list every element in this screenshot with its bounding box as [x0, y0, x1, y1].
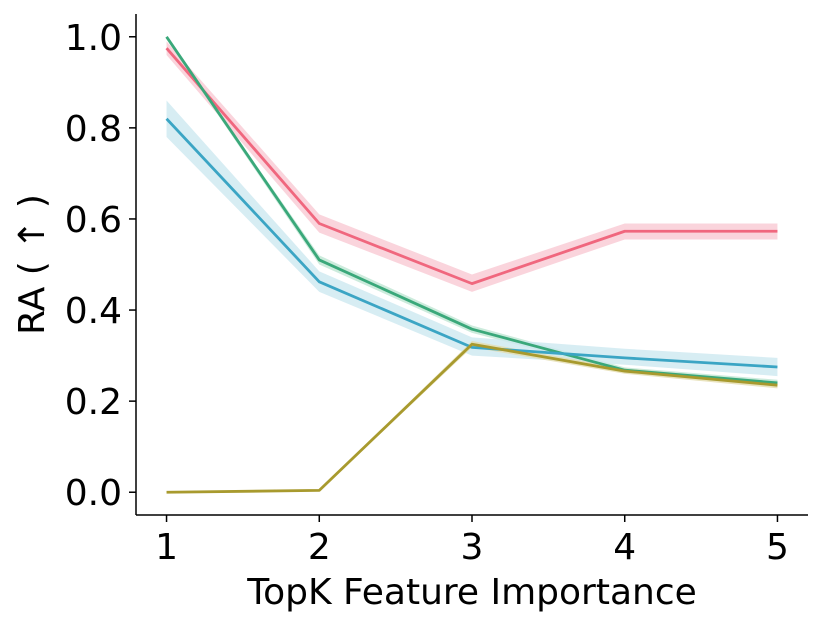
x-axis-label: TopK Feature Importance: [246, 572, 697, 613]
x-axis-ticks: 1 2 3 4 5: [155, 515, 789, 568]
x-tick-label: 4: [613, 527, 636, 568]
series-1-band: [166, 41, 778, 292]
y-tick-label: 0.8: [65, 109, 122, 150]
series-4-line: [166, 342, 778, 494]
y-axis-ticks: 0.0 0.2 0.4 0.6 0.8 1.0: [65, 18, 136, 514]
x-tick-label: 5: [766, 527, 789, 568]
x-tick-label: 1: [155, 527, 178, 568]
series-3-band: [166, 100, 778, 377]
confidence-bands: [166, 36, 778, 493]
x-tick-label: 2: [308, 527, 331, 568]
x-tick-label: 3: [461, 527, 484, 568]
series-1-line: [165, 47, 778, 286]
y-tick-label: 0.0: [65, 473, 122, 514]
y-tick-label: 0.6: [65, 200, 122, 241]
series-lines: [165, 35, 778, 494]
y-tick-label: 0.4: [65, 291, 122, 332]
y-tick-label: 1.0: [65, 18, 122, 59]
y-tick-label: 0.2: [65, 382, 122, 423]
series-3-line: [165, 117, 778, 369]
y-axis-label: RA ( ↑ ): [12, 194, 53, 335]
